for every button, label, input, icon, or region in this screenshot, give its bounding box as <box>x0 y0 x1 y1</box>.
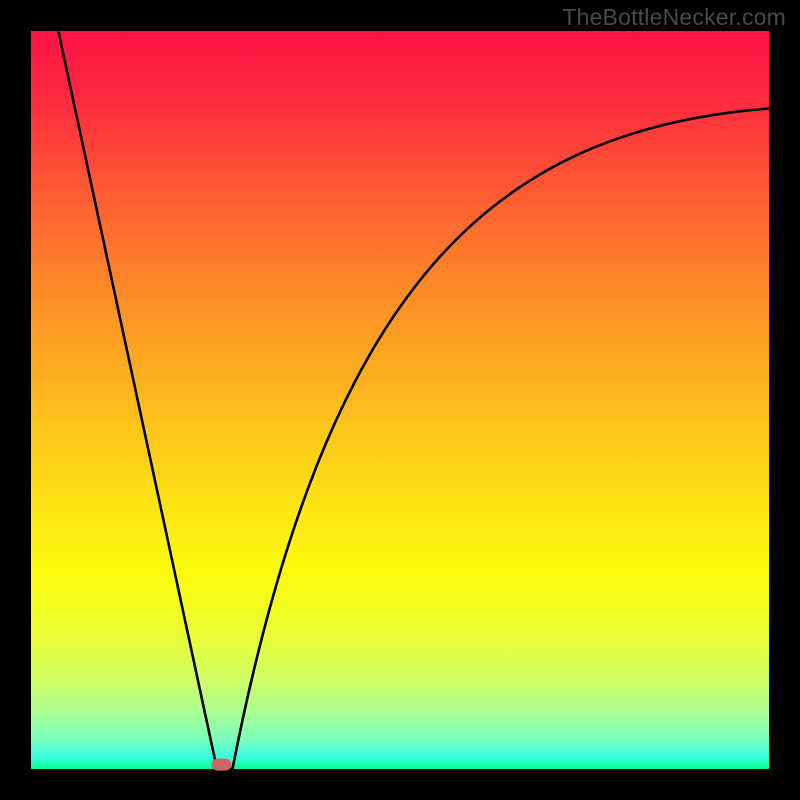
bottleneck-chart <box>0 0 800 800</box>
chart-container: TheBottleNecker.com <box>0 0 800 800</box>
watermark-text: TheBottleNecker.com <box>562 4 786 31</box>
